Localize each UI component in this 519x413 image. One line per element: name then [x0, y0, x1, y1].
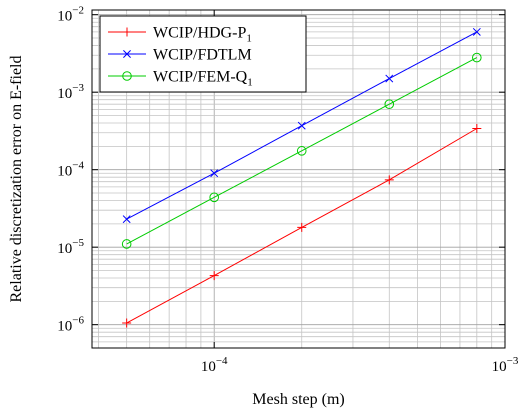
- legend-marker: [123, 50, 131, 58]
- data-point: [297, 222, 307, 232]
- plot-frame: [91, 9, 506, 349]
- series-3: [121, 52, 482, 249]
- x-axis-label: Mesh step (m): [252, 391, 344, 408]
- y-tick-label: 10−2: [57, 5, 84, 25]
- series-1: [122, 124, 482, 328]
- series-line: [126, 57, 478, 245]
- data-point: [209, 192, 219, 203]
- y-tick-label: 10−6: [57, 315, 84, 335]
- data-point: [121, 239, 132, 249]
- data-point: [209, 271, 219, 281]
- series-2: [122, 27, 481, 224]
- series: [121, 27, 482, 328]
- data-point: [297, 121, 306, 130]
- x-tick-label: 10−4: [201, 355, 228, 375]
- legend-entry: WCIP/FEM-Q1: [108, 69, 253, 89]
- data-point: [472, 27, 481, 36]
- data-point: [384, 99, 395, 109]
- x-tick-label: 10−3: [492, 355, 519, 375]
- legend-label: WCIP/HDG-P1: [153, 25, 252, 45]
- data-point: [296, 146, 307, 156]
- y-tick-label: 10−4: [57, 160, 84, 180]
- legend-entry: WCIP/HDG-P1: [108, 25, 252, 45]
- data-point: [385, 74, 394, 83]
- legend-label: WCIP/FDTLM: [153, 47, 252, 64]
- data-point: [472, 52, 482, 63]
- y-tick-label: 10−5: [57, 237, 84, 257]
- axis-ticks: 10−4 10−3 10−6 10−5 10−4 10−3 10−2: [57, 5, 519, 375]
- legend: WCIP/HDG-P1 WCIP/FDTLM WCIP/FEM-Q1: [99, 15, 307, 93]
- data-point: [122, 215, 131, 224]
- y-tick-label: 10−3: [57, 82, 84, 102]
- legend-entry: WCIP/FDTLM: [108, 47, 252, 64]
- y-axis-label: Relative discretization error on E-field: [8, 55, 25, 302]
- data-point: [122, 318, 132, 328]
- data-point: [472, 124, 482, 134]
- data-point: [384, 175, 394, 185]
- legend-marker: [122, 27, 132, 37]
- legend-marker: [122, 71, 132, 81]
- data-point: [210, 169, 219, 178]
- legend-label: WCIP/FEM-Q1: [153, 69, 253, 89]
